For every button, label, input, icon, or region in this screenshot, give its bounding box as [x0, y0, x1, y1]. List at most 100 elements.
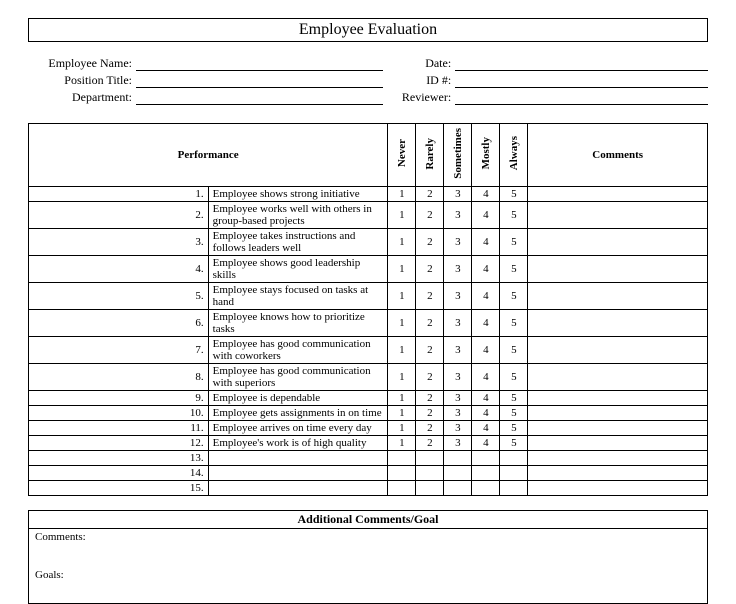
rating-cell[interactable]: [416, 480, 444, 495]
comment-cell[interactable]: [528, 420, 708, 435]
comment-cell[interactable]: [528, 336, 708, 363]
rating-cell[interactable]: [416, 450, 444, 465]
rating-cell[interactable]: 5: [500, 309, 528, 336]
rating-cell[interactable]: [388, 450, 416, 465]
rating-cell[interactable]: 5: [500, 255, 528, 282]
rating-cell[interactable]: 1: [388, 255, 416, 282]
row-item[interactable]: [208, 465, 388, 480]
rating-cell[interactable]: 5: [500, 420, 528, 435]
comment-cell[interactable]: [528, 228, 708, 255]
rating-cell[interactable]: 4: [472, 309, 500, 336]
position-title-field[interactable]: [136, 75, 383, 88]
comment-cell[interactable]: [528, 450, 708, 465]
rating-cell[interactable]: 1: [388, 201, 416, 228]
rating-cell[interactable]: 4: [472, 228, 500, 255]
rating-cell[interactable]: 2: [416, 201, 444, 228]
rating-cell[interactable]: 5: [500, 282, 528, 309]
rating-cell[interactable]: [444, 465, 472, 480]
rating-cell[interactable]: 4: [472, 336, 500, 363]
rating-cell[interactable]: 3: [444, 405, 472, 420]
comment-cell[interactable]: [528, 465, 708, 480]
rating-cell[interactable]: 3: [444, 282, 472, 309]
rating-cell[interactable]: 2: [416, 390, 444, 405]
row-item[interactable]: [208, 480, 388, 495]
rating-cell[interactable]: 2: [416, 405, 444, 420]
rating-cell[interactable]: 5: [500, 363, 528, 390]
rating-cell[interactable]: 5: [500, 405, 528, 420]
rating-cell[interactable]: 5: [500, 336, 528, 363]
rating-cell[interactable]: 4: [472, 363, 500, 390]
comment-cell[interactable]: [528, 480, 708, 495]
rating-cell[interactable]: 1: [388, 309, 416, 336]
rating-cell[interactable]: [416, 465, 444, 480]
rating-cell[interactable]: 2: [416, 186, 444, 201]
rating-cell[interactable]: 1: [388, 420, 416, 435]
rating-cell[interactable]: 2: [416, 336, 444, 363]
rating-cell[interactable]: 5: [500, 186, 528, 201]
rating-cell[interactable]: 1: [388, 405, 416, 420]
row-number: 13.: [29, 450, 209, 465]
department-field[interactable]: [136, 92, 383, 105]
comment-cell[interactable]: [528, 435, 708, 450]
rating-cell[interactable]: 4: [472, 390, 500, 405]
rating-cell[interactable]: 3: [444, 336, 472, 363]
employee-name-field[interactable]: [136, 58, 383, 71]
rating-cell[interactable]: 2: [416, 282, 444, 309]
rating-cell[interactable]: 3: [444, 309, 472, 336]
rating-cell[interactable]: 2: [416, 309, 444, 336]
rating-cell[interactable]: [444, 450, 472, 465]
comment-cell[interactable]: [528, 255, 708, 282]
rating-cell[interactable]: [444, 480, 472, 495]
rating-cell[interactable]: 4: [472, 186, 500, 201]
rating-cell[interactable]: [500, 480, 528, 495]
rating-cell[interactable]: 5: [500, 435, 528, 450]
reviewer-field[interactable]: [455, 92, 708, 105]
rating-cell[interactable]: 2: [416, 363, 444, 390]
rating-cell[interactable]: 1: [388, 435, 416, 450]
rating-cell[interactable]: 4: [472, 420, 500, 435]
row-item[interactable]: [208, 450, 388, 465]
comment-cell[interactable]: [528, 186, 708, 201]
comment-cell[interactable]: [528, 309, 708, 336]
rating-cell[interactable]: 4: [472, 255, 500, 282]
comment-cell[interactable]: [528, 405, 708, 420]
rating-cell[interactable]: [472, 465, 500, 480]
rating-cell[interactable]: [500, 450, 528, 465]
rating-cell[interactable]: 3: [444, 420, 472, 435]
rating-cell[interactable]: 3: [444, 186, 472, 201]
rating-cell[interactable]: 3: [444, 255, 472, 282]
comment-cell[interactable]: [528, 282, 708, 309]
date-field[interactable]: [455, 58, 708, 71]
rating-cell[interactable]: 5: [500, 228, 528, 255]
rating-cell[interactable]: 1: [388, 282, 416, 309]
rating-cell[interactable]: 4: [472, 405, 500, 420]
rating-cell[interactable]: 2: [416, 255, 444, 282]
rating-cell[interactable]: 2: [416, 228, 444, 255]
comment-cell[interactable]: [528, 390, 708, 405]
rating-cell[interactable]: [388, 480, 416, 495]
rating-cell[interactable]: 4: [472, 282, 500, 309]
rating-cell[interactable]: 2: [416, 435, 444, 450]
rating-cell[interactable]: [388, 465, 416, 480]
id-field[interactable]: [455, 75, 708, 88]
rating-cell[interactable]: 5: [500, 390, 528, 405]
rating-cell[interactable]: 3: [444, 228, 472, 255]
comment-cell[interactable]: [528, 363, 708, 390]
comment-cell[interactable]: [528, 201, 708, 228]
rating-cell[interactable]: [472, 450, 500, 465]
rating-cell[interactable]: 1: [388, 336, 416, 363]
rating-cell[interactable]: 5: [500, 201, 528, 228]
rating-cell[interactable]: 1: [388, 228, 416, 255]
rating-cell[interactable]: 4: [472, 435, 500, 450]
rating-cell[interactable]: 3: [444, 435, 472, 450]
rating-cell[interactable]: 1: [388, 390, 416, 405]
rating-cell[interactable]: 3: [444, 201, 472, 228]
rating-cell[interactable]: 3: [444, 363, 472, 390]
rating-cell[interactable]: 3: [444, 390, 472, 405]
rating-cell[interactable]: [500, 465, 528, 480]
rating-cell[interactable]: 2: [416, 420, 444, 435]
rating-cell[interactable]: 1: [388, 186, 416, 201]
rating-cell[interactable]: [472, 480, 500, 495]
rating-cell[interactable]: 1: [388, 363, 416, 390]
rating-cell[interactable]: 4: [472, 201, 500, 228]
